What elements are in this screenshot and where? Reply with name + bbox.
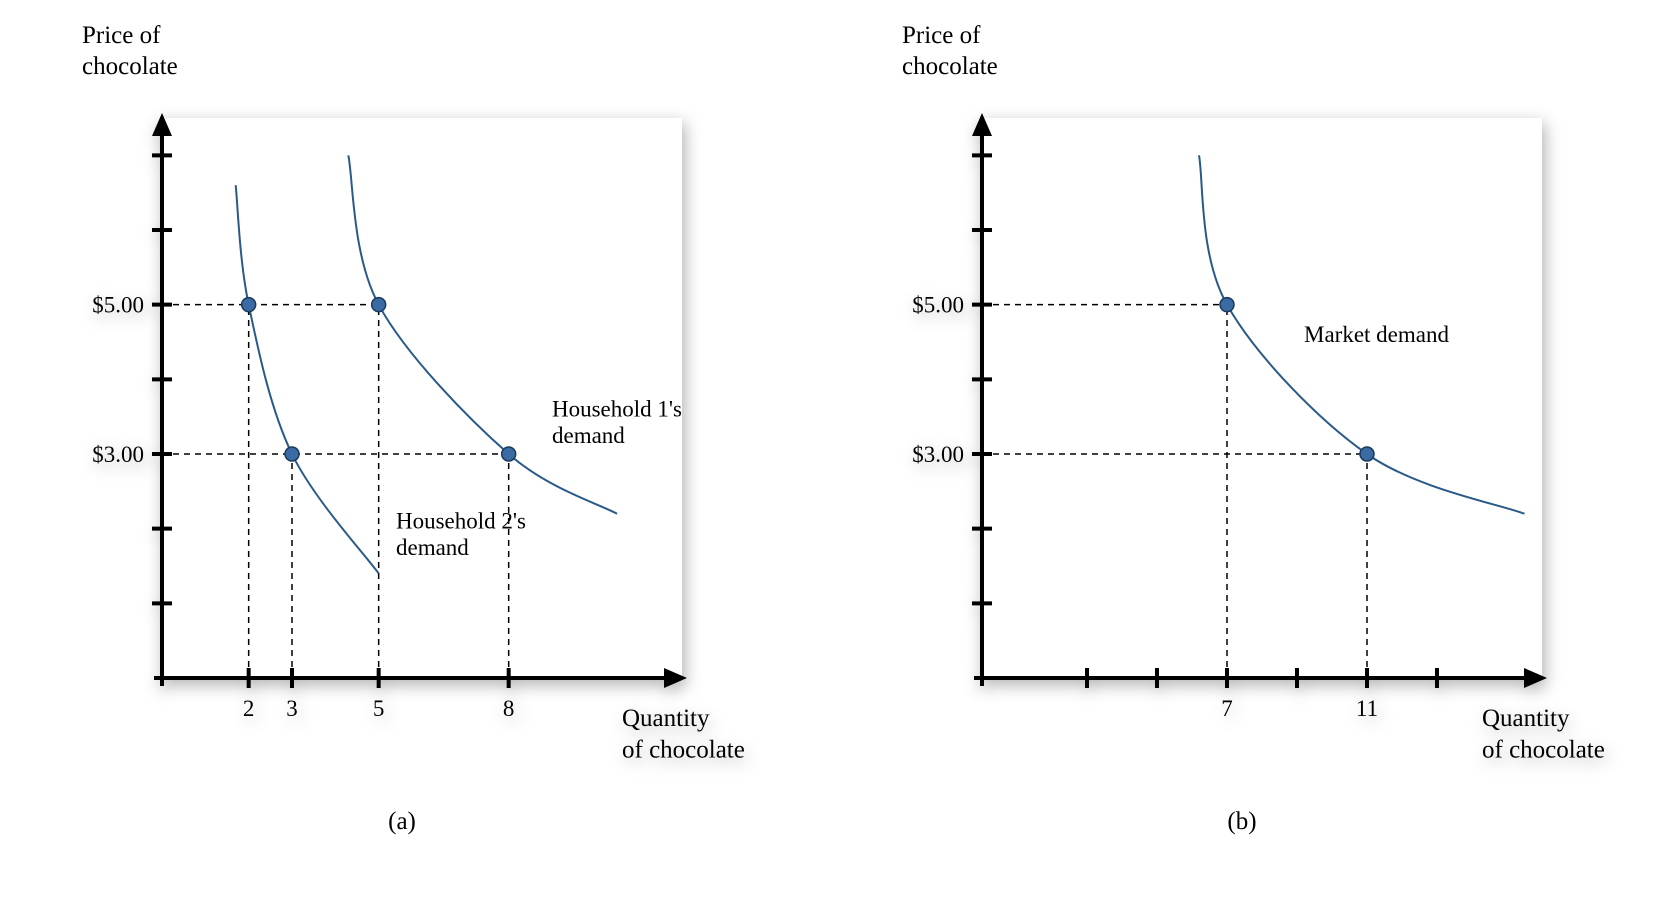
data-point: [502, 447, 516, 461]
y-tick-label: $5.00: [912, 292, 964, 317]
chart-a-svg: Household 1'sdemandHousehold 2'sdemand$3…: [52, 98, 752, 798]
chart-a-panel-label: (a): [52, 808, 752, 836]
chart-b-y-title-1: Price of: [902, 22, 980, 49]
chart-a-y-title: Price of chocolate: [82, 20, 752, 83]
chart-a-y-title-1: Price of: [82, 22, 160, 49]
data-point: [242, 297, 256, 311]
y-tick-label: $3.00: [92, 442, 144, 467]
household-2-demand-label-2: demand: [396, 535, 469, 560]
y-tick-label: $3.00: [912, 442, 964, 467]
chart-b-y-title: Price of chocolate: [902, 20, 1612, 83]
chart-a: Price of chocolate Household 1'sdemandHo…: [52, 20, 752, 836]
chart-b-svg: Market demand $3.00 $5.00 7 11 Quantity of cho…: [872, 98, 1612, 798]
household-1-demand-label: Household 1's: [552, 396, 682, 421]
x-tick-label: 7: [1221, 696, 1233, 721]
household-2-demand-label: Household 2's: [396, 508, 526, 533]
x-axis-title-1: Quantity: [1482, 705, 1570, 732]
data-point: [1360, 447, 1374, 461]
x-tick-label: 5: [373, 696, 385, 721]
x-axis-title-2: of chocolate: [622, 736, 745, 763]
data-point: [372, 297, 386, 311]
chart-b-panel-label: (b): [872, 808, 1612, 836]
chart-b: Price of chocolate Market demand $3.00 $5.…: [872, 20, 1612, 836]
household-1-demand-label-2: demand: [552, 423, 625, 448]
data-point: [285, 447, 299, 461]
x-axis-title-2: of chocolate: [1482, 736, 1605, 763]
charts-container: Price of chocolate Household 1'sdemandHo…: [20, 20, 1644, 836]
x-axis-title-1: Quantity: [622, 705, 710, 732]
market-demand-label: Market demand: [1304, 322, 1449, 347]
data-point: [1220, 297, 1234, 311]
y-tick-label: $5.00: [92, 292, 144, 317]
chart-b-y-title-2: chocolate: [902, 53, 998, 80]
x-tick-label: 3: [286, 696, 298, 721]
chart-a-y-title-2: chocolate: [82, 53, 178, 80]
x-tick-label: 11: [1356, 696, 1378, 721]
x-tick-label: 2: [243, 696, 255, 721]
x-tick-label: 8: [503, 696, 514, 721]
